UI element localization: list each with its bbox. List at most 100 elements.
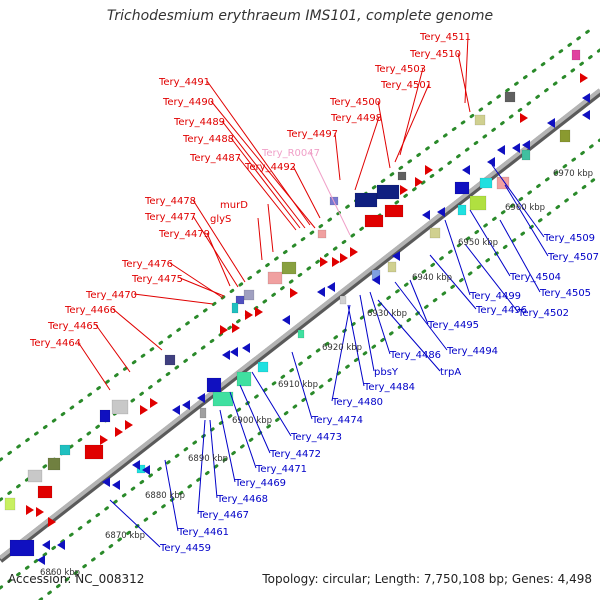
reverse-gene-arrow — [42, 540, 50, 550]
reverse-gene-arrow — [487, 157, 495, 167]
gene-box — [339, 295, 347, 305]
gene-box — [27, 469, 43, 483]
reverse-gene-arrow — [282, 315, 290, 325]
diagram-title: Trichodesmium erythraeum IMS101, complet… — [106, 8, 494, 24]
reverse-gene-label: Tery_4474 — [311, 415, 363, 426]
reverse-gene-arrow — [462, 165, 470, 175]
forward-gene-label: Tery_4476 — [121, 259, 173, 270]
label-leader — [109, 499, 161, 548]
gene-box — [469, 195, 487, 211]
accession-text: Accession: NC_008312 — [8, 572, 145, 586]
reverse-gene-label: Tery_4499 — [469, 291, 521, 302]
reverse-gene-arrow — [497, 145, 505, 155]
reverse-gene-arrow — [317, 287, 325, 297]
forward-gene-arrow — [580, 73, 588, 83]
forward-gene-arrow — [290, 288, 298, 298]
label-leader — [409, 279, 429, 325]
gene-box — [99, 409, 111, 423]
tick-dots — [0, 28, 600, 600]
forward-gene-label: Tery_4500 — [329, 97, 381, 108]
gene-box — [212, 391, 234, 407]
gene-box — [59, 444, 71, 456]
label-leader — [221, 120, 306, 229]
gene-box — [235, 295, 245, 305]
label-leader — [394, 83, 430, 163]
gene-box — [479, 177, 493, 189]
reverse-gene-label: Tery_4507 — [547, 252, 599, 263]
dotted-guide — [0, 138, 600, 590]
forward-gene-arrow — [115, 427, 123, 437]
label-leader — [309, 151, 351, 236]
label-leader — [239, 384, 271, 454]
forward-gene-label: Tery_4487 — [189, 153, 241, 164]
gene-box — [231, 302, 239, 314]
gene-box — [496, 176, 510, 190]
gene-box — [384, 204, 404, 218]
forward-gene-arrow — [255, 307, 263, 317]
kbp-tick-label: 6970 kbp — [553, 169, 593, 179]
forward-gene-arrow — [48, 517, 56, 527]
forward-gene-label: glyS — [210, 214, 231, 225]
reverse-gene-arrow — [512, 143, 520, 153]
dotted-guide — [0, 48, 600, 502]
reverse-gene-label: Tery_4484 — [363, 382, 415, 393]
gene-box — [267, 271, 283, 285]
forward-gene-label: Tery_4465 — [47, 321, 99, 332]
label-leader — [237, 156, 297, 231]
label-leader — [229, 391, 257, 469]
dotted-guide — [0, 28, 592, 462]
forward-gene-label: Tery_4492 — [244, 162, 296, 173]
kbp-tick-label: 6940 kbp — [412, 273, 452, 283]
forward-gene-arrow — [340, 253, 348, 263]
label-leader — [331, 304, 351, 402]
gene-box — [454, 181, 470, 195]
label-leader — [444, 219, 471, 296]
label-leader — [206, 232, 231, 287]
gene-box — [111, 399, 129, 415]
reverse-gene-arrow — [437, 207, 445, 217]
label-leader — [334, 132, 341, 181]
gene-box — [474, 114, 486, 126]
forward-gene-arrow — [415, 177, 423, 187]
forward-gene-label: Tery_4503 — [374, 64, 426, 75]
label-leader — [291, 351, 313, 420]
reverse-gene-label: Tery_4504 — [509, 272, 561, 283]
gene-features — [4, 49, 590, 565]
reverse-gene-arrow — [142, 465, 150, 475]
forward-gene-label: Tery_4511 — [419, 32, 471, 43]
reverse-gene-arrow — [182, 400, 190, 410]
forward-gene-arrow — [425, 165, 433, 175]
reverse-gene-label: Tery_4468 — [216, 494, 268, 505]
reverse-gene-arrow — [547, 118, 555, 128]
label-leader — [133, 293, 214, 305]
label-leader — [164, 459, 179, 532]
forward-gene-label: Tery_4488 — [182, 134, 234, 145]
label-leader — [394, 281, 448, 351]
kbp-tick-label: 6930 kbp — [367, 309, 407, 319]
forward-gene-label: Tery_4498 — [330, 113, 382, 124]
kbp-tick-label: 6900 kbp — [232, 416, 272, 426]
reverse-gene-arrow — [222, 350, 230, 360]
label-leader — [499, 219, 541, 293]
gene-box — [457, 204, 467, 216]
kbp-tick-label: 6880 kbp — [145, 491, 185, 501]
gene-box — [397, 171, 407, 181]
forward-gene-label: Tery_4477 — [144, 212, 196, 223]
gene-box — [317, 229, 327, 239]
gene-box — [354, 192, 378, 208]
label-leader — [491, 164, 545, 238]
gene-box — [164, 354, 176, 366]
gene-box — [4, 497, 16, 511]
reverse-gene-arrow — [422, 210, 430, 220]
label-leader — [192, 199, 246, 283]
reverse-gene-label: Tery_4471 — [255, 464, 307, 475]
label-leader — [251, 371, 292, 437]
reverse-gene-arrow — [132, 460, 140, 470]
gene-box — [504, 91, 516, 103]
reverse-gene-label: pbsY — [374, 367, 399, 378]
forward-gene-label: Tery_4491 — [158, 77, 210, 88]
reverse-gene-arrow — [197, 393, 205, 403]
kbp-ticks: 6860 kbp 6870 kbp 6880 kbp 6890 kbp 6900 kbp… — [40, 169, 593, 578]
reverse-gene-label: Tery_4467 — [197, 510, 249, 521]
